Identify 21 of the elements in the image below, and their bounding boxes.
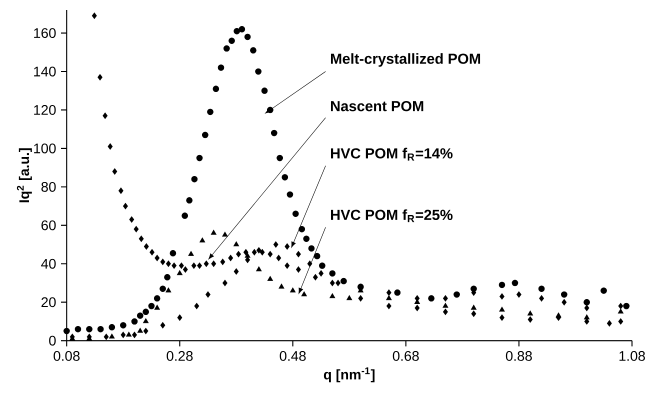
x-tick-label: 1.08 xyxy=(619,351,645,361)
annotation: HVC POM f$_{R}$=14% xyxy=(330,148,453,161)
y-axis-title: Iq$^{2}$ [a.u.] xyxy=(16,148,32,202)
y-tick-label: 40 xyxy=(41,258,56,269)
x-axis-title: q [nm$^{-1}$] xyxy=(324,367,375,382)
x-tick-label: 0.08 xyxy=(54,351,80,361)
y-tick-label: 20 xyxy=(42,297,56,308)
y-tick-label: 140 xyxy=(34,66,56,76)
y-tick-label: 0 xyxy=(49,336,56,346)
x-tick-label: 0.28 xyxy=(166,351,193,361)
x-tick-label: 0.48 xyxy=(280,351,306,361)
y-tick-label: 120 xyxy=(34,105,56,115)
x-tick-label: 0.88 xyxy=(506,351,532,361)
y-tick-label: 80 xyxy=(41,182,56,192)
annotation: HVC POM f$_{R}$=25% xyxy=(330,209,453,222)
y-tick-label: 60 xyxy=(42,220,56,230)
annotation: Melt-crystallized POM xyxy=(330,53,480,67)
y-tick-label: 100 xyxy=(34,143,56,154)
y-tick-label: 160 xyxy=(34,28,56,38)
x-tick-label: 0.68 xyxy=(392,351,419,361)
annotation: Nascent POM xyxy=(330,100,424,112)
